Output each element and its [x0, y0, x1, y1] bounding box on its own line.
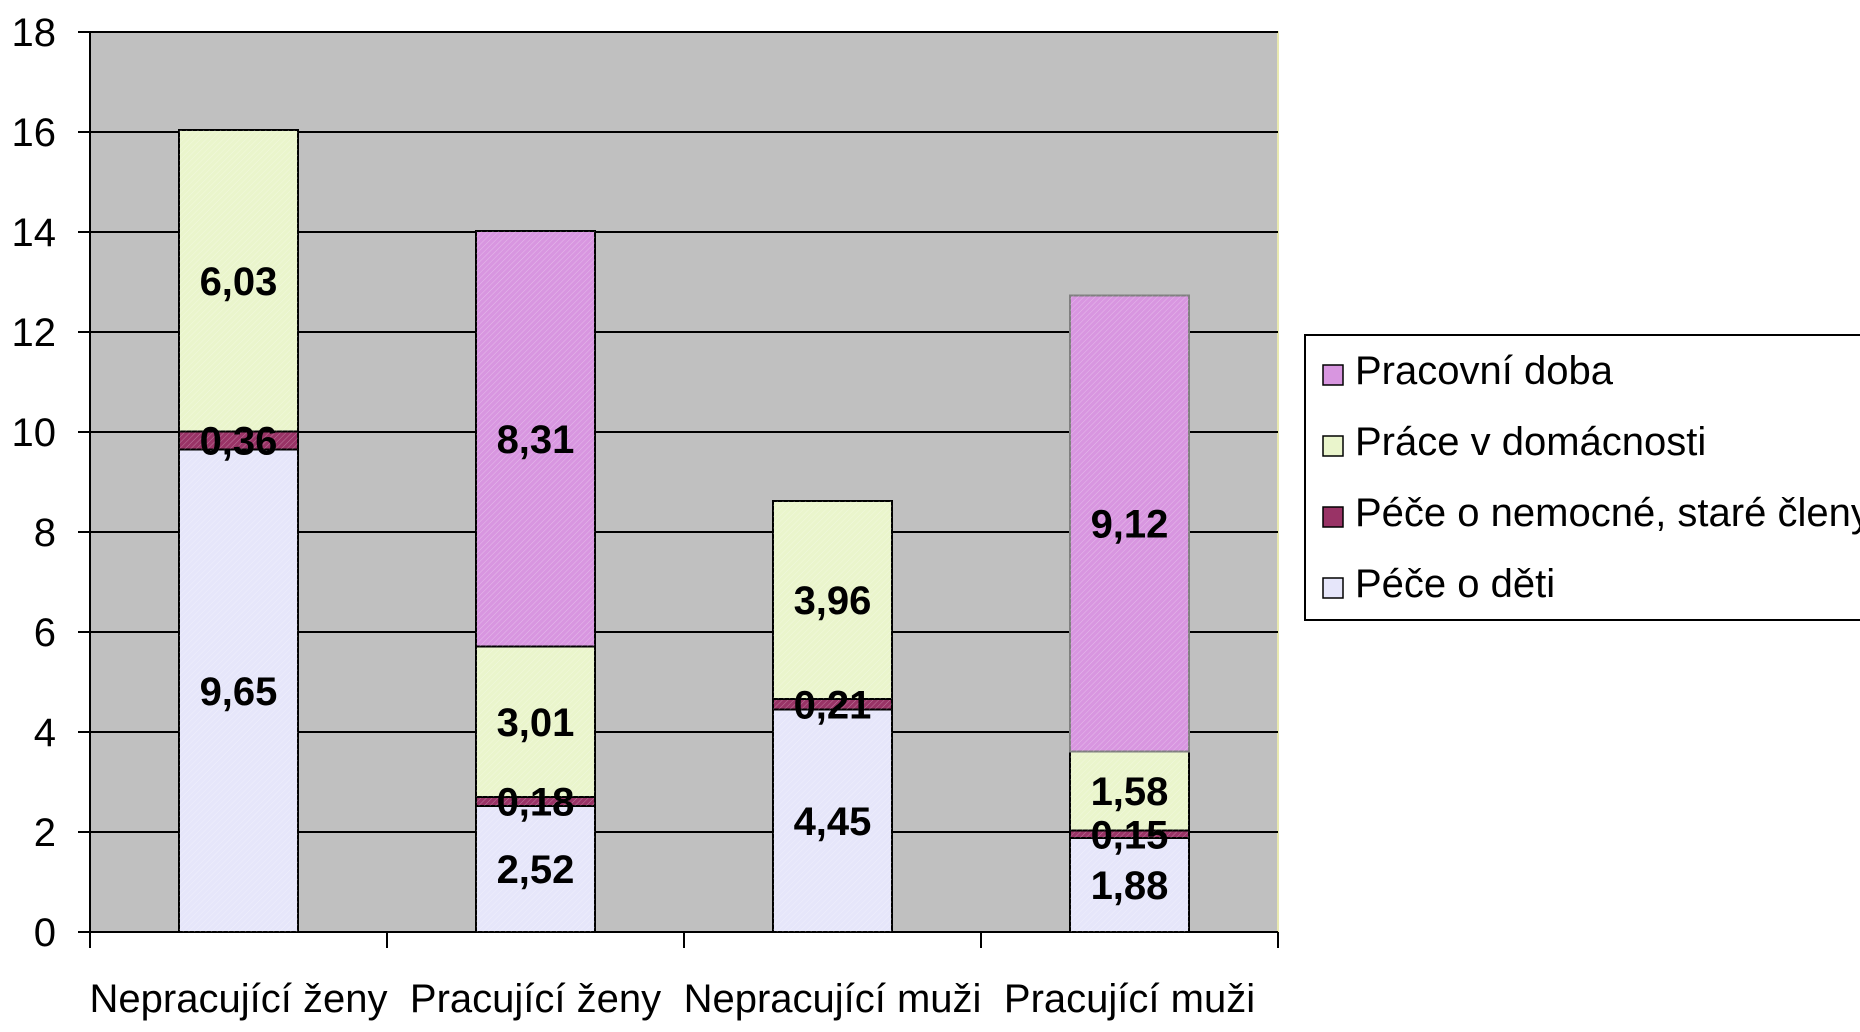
data-label: 6,03	[200, 260, 278, 304]
legend-swatch	[1322, 577, 1344, 599]
data-label: 0,21	[794, 683, 872, 727]
legend-label: Pracovní doba	[1355, 349, 1614, 393]
y-tick-label: 2	[34, 811, 56, 855]
data-label: 2,52	[497, 848, 575, 892]
legend-swatch	[1322, 435, 1344, 457]
legend-label: Péče o děti	[1355, 562, 1555, 606]
data-label: 0,18	[497, 781, 575, 825]
x-tick-label: Pracující muži	[1004, 977, 1255, 1021]
bar-segment-texture	[773, 501, 892, 699]
bar-segment-texture	[1070, 830, 1189, 838]
bar-segment-texture	[179, 449, 298, 932]
bar-segment-texture	[179, 130, 298, 432]
legend-swatch	[1322, 364, 1344, 386]
bar-segment-texture	[476, 646, 595, 797]
data-label: 8,31	[497, 418, 575, 462]
x-tick-label: Nepracující muži	[684, 977, 982, 1021]
data-label: 0,15	[1091, 813, 1169, 857]
data-label: 3,96	[794, 579, 872, 623]
data-label: 3,01	[497, 701, 575, 745]
bar-segment-texture	[773, 699, 892, 710]
bar-segment-texture	[1070, 838, 1189, 932]
data-label: 9,65	[200, 670, 278, 714]
legend-label: Péče o nemocné, staré členy	[1355, 491, 1860, 535]
y-tick-label: 10	[12, 411, 57, 455]
legend-label: Práce v domácnosti	[1355, 420, 1706, 464]
legend	[1304, 334, 1860, 621]
bar-segment-texture	[476, 806, 595, 932]
y-tick-label: 14	[12, 211, 57, 255]
x-tick-label: Pracující ženy	[410, 977, 661, 1021]
y-tick-label: 0	[34, 911, 56, 955]
data-label: 1,88	[1091, 864, 1169, 908]
y-tick-label: 18	[12, 11, 57, 55]
y-tick-label: 4	[34, 711, 56, 755]
data-label: 4,45	[794, 800, 872, 844]
y-tick-label: 16	[12, 111, 57, 155]
data-label: 1,58	[1091, 770, 1169, 814]
x-tick-label: Nepracující ženy	[90, 977, 388, 1021]
bar-segment-texture	[476, 797, 595, 806]
legend-swatch	[1322, 506, 1344, 528]
y-tick-label: 6	[34, 611, 56, 655]
bar-segment-texture	[179, 431, 298, 450]
data-label: 0,36	[200, 420, 278, 464]
bar-segment-texture	[1070, 295, 1189, 752]
bar-segment-texture	[773, 709, 892, 932]
bar-segment-texture	[1070, 751, 1189, 831]
y-tick-label: 12	[12, 311, 57, 355]
data-label: 9,12	[1091, 503, 1169, 547]
y-tick-label: 8	[34, 511, 56, 555]
bar-segment-texture	[476, 231, 595, 647]
